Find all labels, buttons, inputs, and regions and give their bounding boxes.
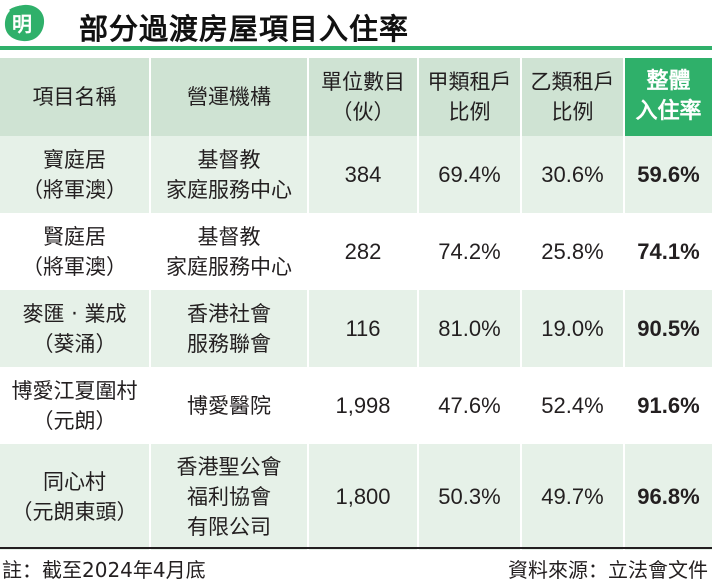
occupancy-rate-cell: 90.5% <box>624 290 712 367</box>
data-table: 項目名稱 營運機構 單位數目 （伙） 甲類租戶 比例 乙類租戶 比例 整體 入住率 寶庭… <box>0 58 712 550</box>
column-header-units: 單位數目 （伙） <box>308 58 419 136</box>
occupancy-rate-cell: 96.8% <box>624 444 712 550</box>
operator-cell: 基督教 家庭服務中心 <box>150 136 309 213</box>
table-row: 賢庭居 （將軍澳） 基督教 家庭服務中心 282 74.2% 25.8% 74.1% <box>0 213 712 290</box>
column-header-occupancy-rate: 整體 入住率 <box>624 58 712 136</box>
footer-divider <box>0 547 712 549</box>
table-header-row: 項目名稱 營運機構 單位數目 （伙） 甲類租戶 比例 乙類租戶 比例 整體 入住率 <box>0 58 712 136</box>
type-b-cell: 52.4% <box>521 367 625 444</box>
occupancy-rate-cell: 91.6% <box>624 367 712 444</box>
column-header-operator: 營運機構 <box>150 58 309 136</box>
occupancy-rate-cell: 59.6% <box>624 136 712 213</box>
logo-text: 明 <box>12 12 32 36</box>
table-row: 麥匯 ‧ 業成 （葵涌） 香港社會 服務聯會 116 81.0% 19.0% 90.… <box>0 290 712 367</box>
units-cell: 282 <box>308 213 419 290</box>
operator-cell: 香港聖公會 福利協會 有限公司 <box>150 444 309 550</box>
footer-note: 註：截至2024年4月底 <box>2 558 206 582</box>
type-b-cell: 19.0% <box>521 290 625 367</box>
newspaper-logo-icon <box>4 4 45 42</box>
operator-cell: 博愛醫院 <box>150 367 309 444</box>
project-name-cell: 麥匯 ‧ 業成 （葵涌） <box>0 290 151 367</box>
type-a-cell: 81.0% <box>418 290 522 367</box>
type-b-cell: 49.7% <box>521 444 625 550</box>
operator-cell: 基督教 家庭服務中心 <box>150 213 309 290</box>
type-b-cell: 30.6% <box>521 136 625 213</box>
header: 明 部分過渡房屋項目入住率 <box>0 0 712 50</box>
column-header-project: 項目名稱 <box>0 58 151 136</box>
page-title: 部分過渡房屋項目入住率 <box>79 12 410 46</box>
type-b-cell: 25.8% <box>521 213 625 290</box>
units-cell: 1,998 <box>308 367 419 444</box>
operator-cell: 香港社會 服務聯會 <box>150 290 309 367</box>
project-name-cell: 寶庭居 （將軍澳） <box>0 136 151 213</box>
type-a-cell: 50.3% <box>418 444 522 550</box>
occupancy-rate-cell: 74.1% <box>624 213 712 290</box>
footer-source: 資料來源：立法會文件 <box>508 558 708 582</box>
units-cell: 384 <box>308 136 419 213</box>
type-a-cell: 74.2% <box>418 213 522 290</box>
column-header-type-b: 乙類租戶 比例 <box>521 58 625 136</box>
table-row: 寶庭居 （將軍澳） 基督教 家庭服務中心 384 69.4% 30.6% 59.6% <box>0 136 712 213</box>
units-cell: 116 <box>308 290 419 367</box>
type-a-cell: 47.6% <box>418 367 522 444</box>
table-row: 博愛江夏圍村 （元朗） 博愛醫院 1,998 47.6% 52.4% 91.6% <box>0 367 712 444</box>
table-row: 同心村 （元朗東頭） 香港聖公會 福利協會 有限公司 1,800 50.3% 49.7… <box>0 444 712 550</box>
header-divider <box>0 46 712 50</box>
units-cell: 1,800 <box>308 444 419 550</box>
type-a-cell: 69.4% <box>418 136 522 213</box>
project-name-cell: 同心村 （元朗東頭） <box>0 444 151 550</box>
column-header-type-a: 甲類租戶 比例 <box>418 58 522 136</box>
project-name-cell: 賢庭居 （將軍澳） <box>0 213 151 290</box>
project-name-cell: 博愛江夏圍村 （元朗） <box>0 367 151 444</box>
